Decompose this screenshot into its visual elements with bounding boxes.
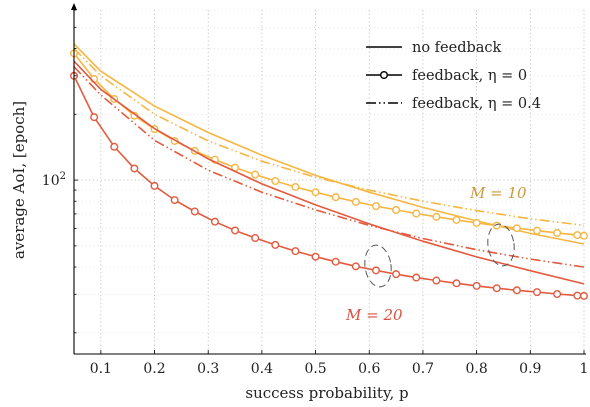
- legend: no feedback feedback, η = 0 feedback, η = …: [366, 40, 541, 112]
- x-axis-title: success probability, p: [245, 384, 408, 402]
- legend-label: no feedback: [412, 40, 502, 56]
- series-marker: [472, 218, 481, 227]
- axes: 0.1 0.2 0.3 0.4 0.5 0.6 0.7 0.8 0.9 1 102: [42, 3, 589, 377]
- series-marker: [251, 234, 260, 243]
- series-marker: [573, 231, 582, 240]
- series-marker: [190, 207, 199, 216]
- series-marker: [150, 181, 159, 190]
- label-m10: M = 10: [469, 184, 527, 202]
- series-marker: [452, 215, 461, 224]
- series-marker: [371, 202, 380, 211]
- group-ellipse-m20: [364, 244, 392, 288]
- series-marker: [553, 228, 562, 237]
- x-tick-label: 0.9: [519, 361, 541, 377]
- series-marker: [432, 212, 441, 221]
- x-tick-label: 0.4: [251, 361, 273, 377]
- series-marker: [331, 257, 340, 266]
- x-tick-label: 0.5: [304, 361, 326, 377]
- series-marker: [512, 286, 521, 295]
- series-marker: [512, 224, 521, 233]
- y-axis-arrow: [71, 3, 77, 10]
- series-marker: [271, 177, 280, 186]
- series-marker: [130, 164, 139, 173]
- x-tick-label: 1: [580, 361, 589, 377]
- series-marker: [452, 279, 461, 288]
- x-tick-label: 0.6: [358, 361, 380, 377]
- series-marker: [351, 262, 360, 271]
- x-tick-label: 0.8: [465, 361, 487, 377]
- x-tick-label: 0.3: [197, 361, 219, 377]
- series-marker: [412, 273, 421, 282]
- series-marker: [351, 197, 360, 206]
- series-marker: [210, 217, 219, 226]
- series-line: [73, 60, 585, 285]
- series-marker: [291, 182, 300, 191]
- series-marker: [371, 266, 380, 275]
- series-marker: [251, 170, 260, 179]
- series-marker: [492, 221, 501, 230]
- series-marker: [573, 291, 582, 300]
- annotation-layer: M = 10 M = 20: [345, 184, 527, 324]
- y-tick-label: 102: [42, 171, 66, 189]
- series-marker: [432, 276, 441, 285]
- series-marker: [311, 188, 320, 197]
- series-marker: [231, 226, 240, 235]
- y-axis-title: average AoI, [epoch]: [10, 101, 28, 259]
- legend-label: feedback, η = 0: [412, 68, 527, 84]
- legend-label: feedback, η = 0.4: [412, 96, 541, 112]
- group-ellipse-m10: [487, 223, 515, 267]
- grid: [74, 9, 585, 354]
- series-marker: [110, 142, 119, 151]
- series-marker: [580, 231, 589, 240]
- x-tick-label: 0.2: [143, 361, 165, 377]
- series-marker: [533, 226, 542, 235]
- series-marker: [553, 290, 562, 299]
- series-marker: [392, 270, 401, 279]
- legend-marker: [380, 70, 389, 79]
- series-marker: [580, 291, 589, 300]
- series-line: [73, 47, 585, 227]
- x-tick-label: 0.7: [412, 361, 434, 377]
- series-marker: [533, 288, 542, 297]
- series-marker: [412, 209, 421, 218]
- series-marker: [291, 247, 300, 256]
- series-marker: [311, 252, 320, 261]
- x-tick-label: 0.1: [90, 361, 112, 377]
- series-marker: [392, 205, 401, 214]
- series-marker: [271, 240, 280, 249]
- series-marker: [90, 113, 99, 122]
- series-line: [73, 66, 585, 268]
- series-marker: [170, 196, 179, 205]
- label-m20: M = 20: [345, 306, 403, 324]
- series-marker: [331, 193, 340, 202]
- series-marker: [492, 284, 501, 293]
- series-marker: [472, 281, 481, 290]
